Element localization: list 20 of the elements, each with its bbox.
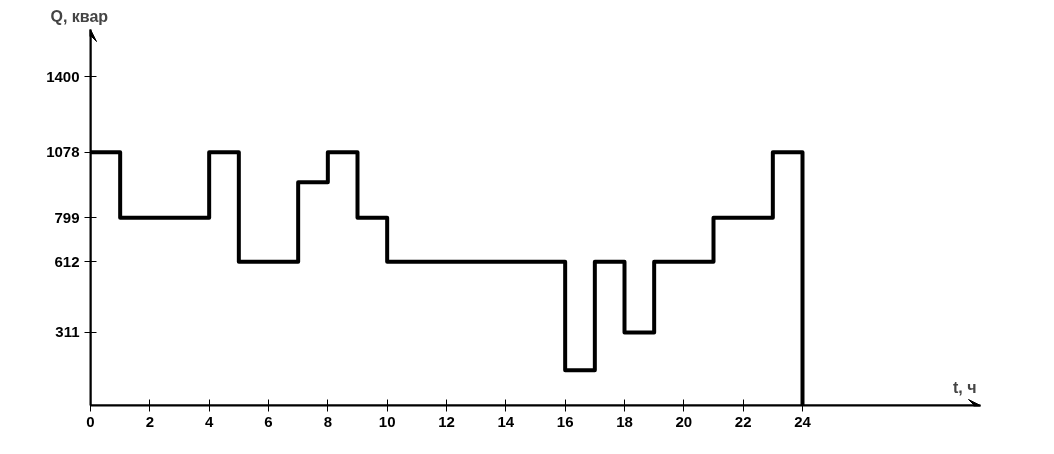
x-tick-label: 14 (497, 412, 515, 430)
x-tick-label: 8 (323, 412, 333, 430)
x-tick-label: 16 (556, 412, 574, 430)
x-tick-label: 2 (145, 412, 155, 430)
x-tick-label: 22 (734, 412, 752, 430)
x-tick-label: 6 (264, 412, 273, 430)
x-tick-label: 20 (675, 412, 693, 430)
y-tick-label: 1078 (46, 143, 80, 161)
x-tick-label: 18 (616, 412, 633, 430)
x-tick-label: 10 (378, 412, 396, 430)
y-axis-title: Q, квар (50, 7, 109, 25)
y-tick-label: 1400 (46, 67, 80, 85)
x-tick-label: 4 (205, 412, 214, 430)
x-tick-label: 0 (86, 412, 95, 430)
y-tick-label: 799 (54, 208, 80, 226)
x-axis-title: t, ч (952, 378, 977, 396)
x-tick-label: 24 (794, 412, 812, 430)
y-tick-label: 612 (54, 252, 80, 270)
x-tick-label: 12 (438, 412, 455, 430)
y-tick-label: 311 (55, 323, 80, 341)
